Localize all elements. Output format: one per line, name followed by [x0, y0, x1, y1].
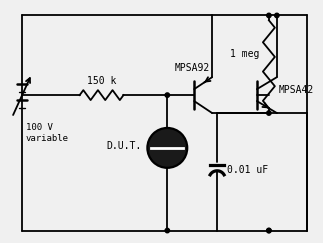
Text: 0.01 uF: 0.01 uF: [227, 165, 268, 175]
Text: 1 meg: 1 meg: [230, 49, 259, 59]
Text: MPSA42: MPSA42: [279, 85, 314, 95]
Circle shape: [267, 228, 271, 233]
Circle shape: [267, 111, 271, 115]
Circle shape: [147, 128, 187, 168]
Circle shape: [267, 13, 271, 18]
Text: 150 k: 150 k: [87, 76, 116, 86]
Circle shape: [165, 228, 170, 233]
Circle shape: [165, 93, 170, 97]
Text: MPSA92: MPSA92: [174, 63, 210, 73]
Circle shape: [275, 13, 279, 18]
Text: D.U.T.: D.U.T.: [106, 141, 141, 151]
Text: 100 V
variable: 100 V variable: [26, 123, 69, 143]
Circle shape: [267, 228, 271, 233]
